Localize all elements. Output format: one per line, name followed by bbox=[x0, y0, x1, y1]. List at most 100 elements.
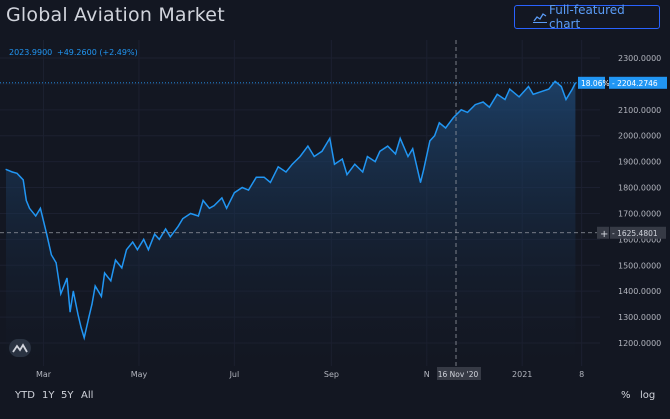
data-point bbox=[83, 337, 85, 339]
data-point bbox=[399, 137, 401, 139]
range-all-button[interactable]: All bbox=[81, 390, 94, 401]
x-tick-label: 8 bbox=[579, 370, 584, 379]
percent-scale-button[interactable]: % bbox=[621, 390, 631, 401]
y-tick-label: 1700.0000 bbox=[618, 210, 661, 219]
data-point bbox=[394, 153, 397, 155]
data-point bbox=[100, 295, 102, 297]
crosshair-x-badge bbox=[437, 367, 481, 380]
data-point bbox=[104, 272, 106, 274]
data-point bbox=[366, 155, 368, 158]
data-point bbox=[241, 186, 243, 189]
data-point bbox=[354, 163, 356, 165]
data-point bbox=[263, 176, 265, 178]
y-tick-label: 2100.0000 bbox=[618, 106, 661, 115]
y-tick-label: 2300.0000 bbox=[618, 54, 661, 63]
range-ytd-button[interactable]: YTD bbox=[15, 390, 35, 401]
data-point bbox=[565, 98, 567, 101]
data-point bbox=[69, 311, 71, 313]
range-5y-button[interactable]: 5Y bbox=[61, 390, 74, 401]
data-point bbox=[571, 88, 573, 90]
y-tick-label: 1900.0000 bbox=[618, 158, 661, 167]
data-point bbox=[374, 161, 376, 163]
data-point bbox=[527, 85, 530, 88]
data-point bbox=[132, 241, 134, 243]
x-tick-label: N bbox=[424, 370, 430, 379]
data-point bbox=[169, 236, 171, 238]
data-point bbox=[247, 189, 250, 191]
x-tick-label: 2021 bbox=[512, 370, 532, 379]
data-point bbox=[488, 106, 490, 108]
data-point bbox=[362, 171, 364, 173]
data-point bbox=[5, 168, 7, 170]
y-tick-label: 1800.0000 bbox=[618, 184, 661, 193]
data-point bbox=[221, 197, 223, 199]
full-featured-chart-button[interactable]: Full-featured chart bbox=[514, 3, 660, 31]
data-point bbox=[504, 98, 506, 101]
legend-value: 2023.9900 bbox=[9, 48, 52, 57]
tradingview-logo-icon[interactable] bbox=[9, 339, 31, 357]
x-tick-label: May bbox=[131, 370, 148, 379]
data-point bbox=[429, 140, 431, 142]
data-point bbox=[482, 101, 484, 103]
data-point bbox=[213, 205, 215, 207]
data-point bbox=[50, 254, 53, 256]
data-point bbox=[255, 176, 257, 178]
data-point bbox=[55, 262, 57, 264]
data-point bbox=[208, 207, 210, 209]
data-point bbox=[329, 137, 331, 139]
data-point bbox=[39, 207, 42, 209]
crosshair-x-label: 16 Nov '20 bbox=[438, 370, 479, 379]
log-scale-button[interactable]: log bbox=[640, 390, 656, 401]
data-point bbox=[474, 104, 476, 106]
data-point bbox=[341, 158, 343, 160]
y-tick-label: 1400.0000 bbox=[618, 287, 661, 296]
data-point bbox=[285, 171, 287, 173]
data-point bbox=[548, 88, 550, 90]
data-point bbox=[412, 148, 414, 150]
data-point bbox=[177, 225, 179, 227]
crosshair-y-label: - 1625.4801 bbox=[612, 229, 658, 238]
data-point bbox=[16, 172, 18, 174]
data-point bbox=[407, 155, 409, 158]
data-point bbox=[80, 326, 82, 329]
x-tick-label: Sep bbox=[324, 370, 339, 379]
last-value-label: - 2204.2746 bbox=[612, 79, 658, 88]
crosshair-plus-button bbox=[597, 226, 609, 239]
data-point bbox=[22, 179, 24, 181]
data-point bbox=[387, 145, 389, 147]
data-point bbox=[114, 259, 117, 261]
x-tick-label: Mar bbox=[36, 370, 52, 379]
data-point bbox=[147, 249, 149, 251]
data-point bbox=[379, 150, 381, 152]
data-point bbox=[158, 238, 160, 240]
data-point bbox=[28, 207, 31, 209]
data-point bbox=[77, 313, 79, 316]
data-point bbox=[509, 88, 511, 90]
data-point bbox=[445, 127, 447, 129]
data-point bbox=[277, 166, 279, 168]
last-percent-label: 18.06% bbox=[581, 79, 610, 88]
data-point bbox=[291, 163, 293, 165]
data-point bbox=[532, 93, 534, 95]
data-point bbox=[346, 174, 348, 176]
data-point bbox=[88, 316, 90, 318]
crosshair-plus-icon: + bbox=[600, 229, 608, 240]
data-point bbox=[190, 212, 192, 215]
y-tick-label: 1300.0000 bbox=[618, 313, 661, 322]
y-tick-label: 1600.0000 bbox=[618, 235, 661, 244]
data-point bbox=[574, 82, 577, 84]
data-point bbox=[518, 96, 520, 98]
range-1y-button[interactable]: 1Y bbox=[42, 390, 55, 401]
y-tick-label: 2000.0000 bbox=[618, 132, 661, 141]
data-point bbox=[11, 171, 13, 173]
y-tick-label: 1500.0000 bbox=[618, 261, 661, 270]
data-point bbox=[438, 122, 440, 124]
data-point bbox=[66, 277, 68, 279]
data-point bbox=[419, 181, 422, 183]
data-point bbox=[460, 109, 462, 111]
chart-line-icon bbox=[533, 13, 547, 23]
price-chart[interactable]: 2300.00002200.00002100.00002000.00001900… bbox=[0, 40, 670, 382]
data-point bbox=[72, 290, 74, 292]
last-value-badge bbox=[609, 76, 667, 89]
data-point bbox=[110, 280, 112, 282]
